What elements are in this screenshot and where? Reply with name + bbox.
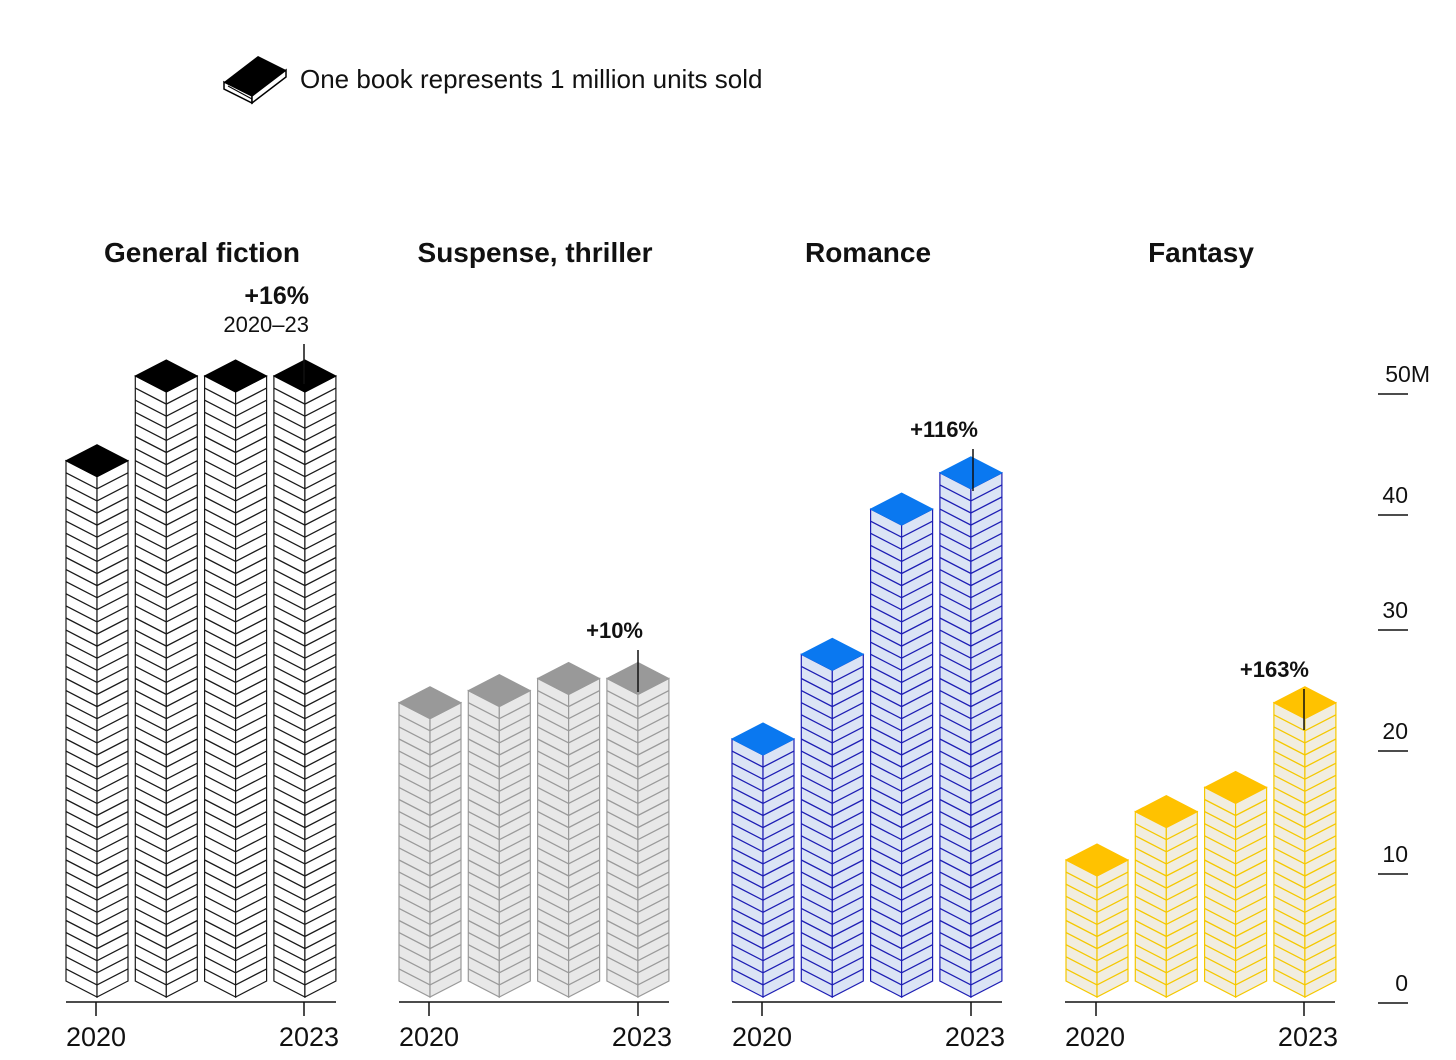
title-fantasy: Fantasy (1148, 237, 1254, 268)
legend-text: One book represents 1 million units sold (300, 64, 762, 94)
x-axis-romance: 2020 2023 (732, 1001, 1005, 1052)
title-romance: Romance (805, 237, 931, 268)
y-axis: 0 10 20 30 40 50M (1378, 361, 1430, 1004)
y-tick-40: 40 (1382, 482, 1408, 508)
stack-fantasy-2023 (1272, 686, 1337, 998)
annotation-romance: +116% (910, 417, 978, 491)
stack-suspense-thriller-2023 (605, 661, 670, 998)
stack-suspense-thriller-2021 (467, 674, 532, 998)
y-tick-10: 10 (1382, 841, 1408, 867)
y-tick-20: 20 (1382, 718, 1408, 744)
x-label-start: 2020 (732, 1022, 792, 1052)
y-tick-50: 50M (1385, 361, 1430, 387)
book-icon (223, 56, 287, 105)
y-tick-0: 0 (1395, 970, 1408, 996)
title-general-fiction: General fiction (104, 237, 300, 268)
stack-general-fiction-2023 (272, 359, 337, 998)
stack-general-fiction-2021 (134, 359, 199, 998)
annotation-general-fiction: +16% 2020–23 (223, 282, 309, 384)
stack-fantasy-2022 (1203, 770, 1268, 998)
x-label-end: 2023 (1278, 1022, 1338, 1052)
stack-romance-2022 (869, 492, 934, 998)
x-label-end: 2023 (612, 1022, 672, 1052)
x-label-start: 2020 (399, 1022, 459, 1052)
change-label: +16% (244, 282, 309, 310)
annotation-fantasy: +163% (1240, 657, 1309, 730)
annotation-suspense-thriller: +10% (586, 618, 643, 692)
change-label: +10% (586, 618, 643, 643)
stack-suspense-thriller-2020 (397, 686, 463, 998)
period-label: 2020–23 (223, 312, 309, 337)
stack-fantasy-2021 (1134, 795, 1199, 998)
stack-romance-2020 (730, 722, 796, 998)
stack-suspense-thriller-2022 (536, 661, 601, 998)
change-label: +163% (1240, 657, 1309, 682)
change-label: +116% (910, 417, 978, 442)
x-axis-general-fiction: 2020 2023 (66, 1001, 339, 1052)
title-suspense-thriller: Suspense, thriller (418, 237, 653, 268)
stack-general-fiction-2020 (64, 444, 130, 998)
stack-general-fiction-2022 (203, 359, 268, 998)
y-tick-30: 30 (1382, 597, 1408, 623)
x-label-end: 2023 (279, 1022, 339, 1052)
stack-fantasy-2020 (1064, 843, 1130, 998)
x-axis-fantasy: 2020 2023 (1065, 1001, 1338, 1052)
x-label-start: 2020 (1065, 1022, 1125, 1052)
stack-romance-2021 (800, 637, 865, 998)
book-stacks (64, 359, 1337, 998)
x-label-start: 2020 (66, 1022, 126, 1052)
x-label-end: 2023 (945, 1022, 1005, 1052)
stack-romance-2023 (938, 456, 1003, 998)
x-axis-suspense-thriller: 2020 2023 (399, 1001, 672, 1052)
legend: One book represents 1 million units sold (223, 56, 762, 105)
